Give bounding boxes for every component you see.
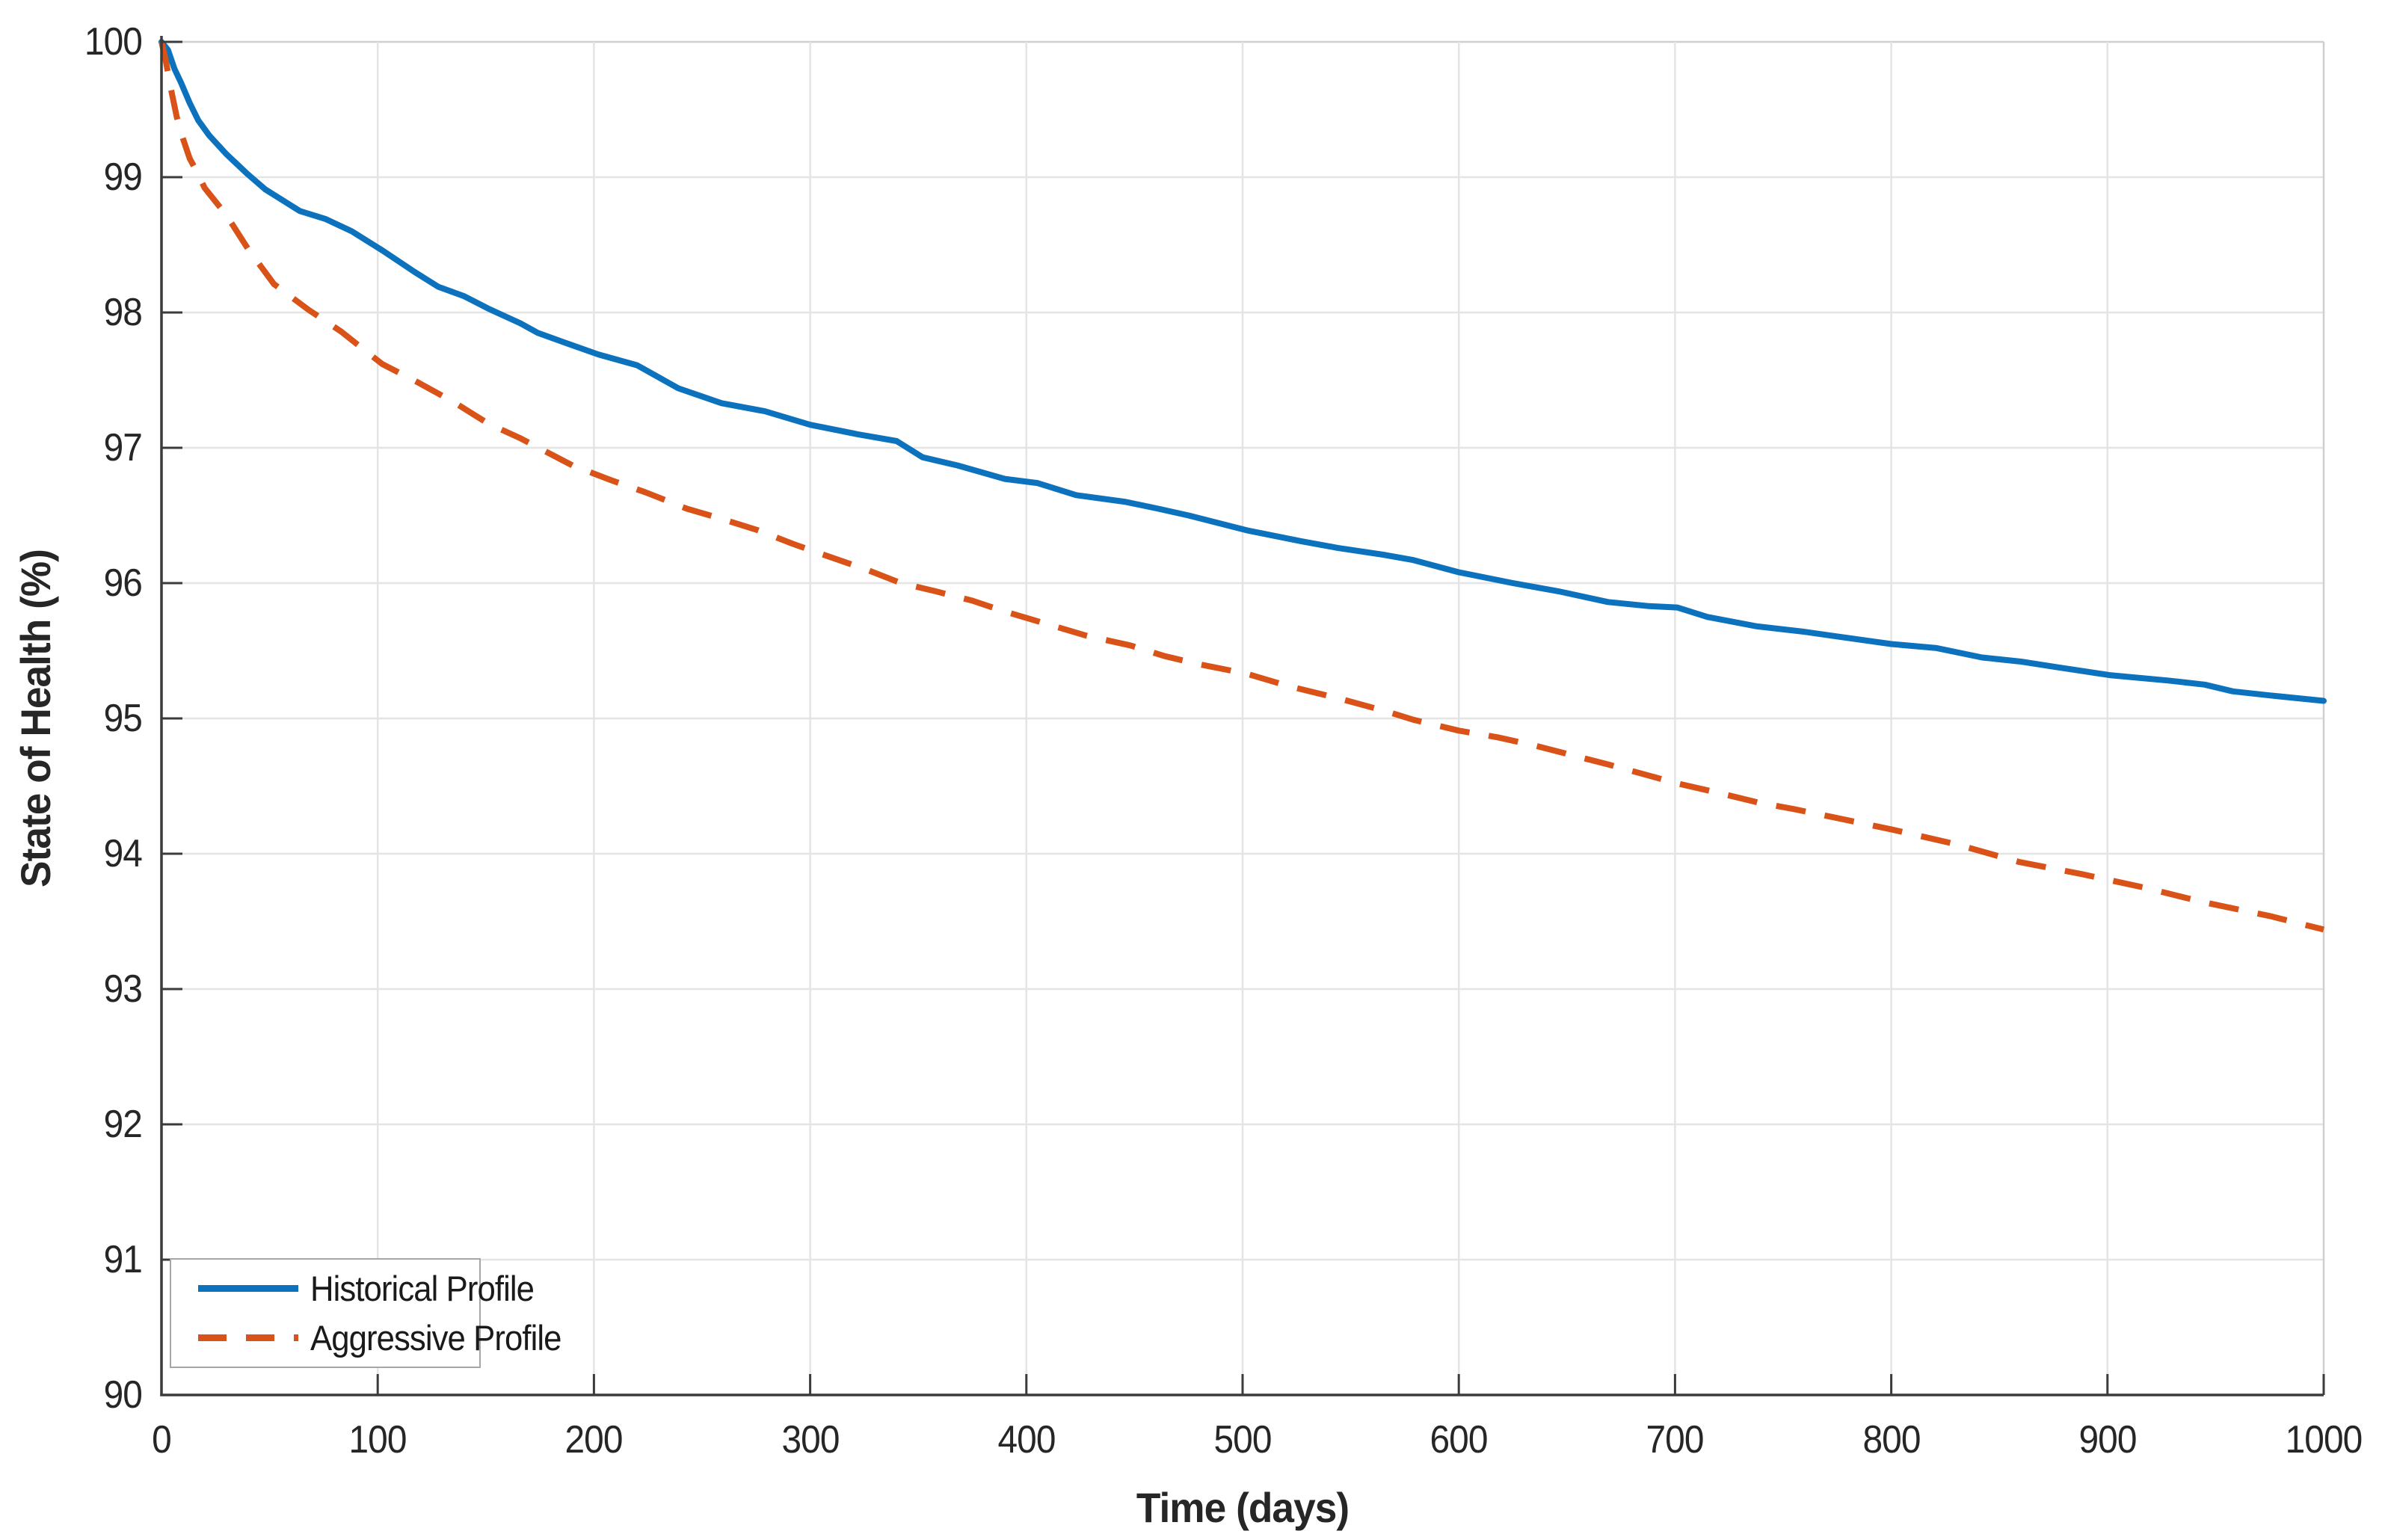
- historical-line-sample: [198, 1285, 298, 1293]
- legend: Historical Profile Aggressive Profile: [170, 1258, 561, 1368]
- x-tick-label: 0: [152, 1418, 172, 1462]
- y-tick-label: 100: [84, 20, 143, 64]
- x-tick-label: 300: [781, 1418, 840, 1462]
- aggressive-line-sample: [198, 1334, 298, 1341]
- x-axis-title: Time (days): [1136, 1484, 1350, 1531]
- x-tick-label: 200: [564, 1418, 624, 1462]
- x-tick-label: 900: [2078, 1418, 2137, 1462]
- x-tick-label: 700: [1646, 1418, 1705, 1462]
- y-tick-label: 97: [103, 426, 143, 469]
- y-tick-label: 92: [103, 1103, 143, 1146]
- y-tick-label: 94: [103, 832, 143, 875]
- y-tick-label: 93: [103, 967, 143, 1011]
- y-axis-title: State of Health (%): [12, 549, 59, 887]
- tick-marks: [160, 40, 2325, 1396]
- x-tick-label: 600: [1430, 1418, 1489, 1462]
- series-line-aggressive: [159, 41, 2324, 933]
- y-tick-label: 90: [103, 1373, 143, 1417]
- y-tick-label: 96: [103, 561, 143, 605]
- y-tick-label: 91: [103, 1238, 143, 1281]
- y-tick-label: 98: [103, 291, 143, 334]
- legend-label-aggressive: Aggressive Profile: [310, 1317, 561, 1358]
- legend-entry-aggressive: Aggressive Profile: [198, 1316, 561, 1358]
- series-line-historical: [159, 39, 2327, 704]
- x-tick-label: 1000: [2285, 1418, 2363, 1462]
- series-lines: [159, 39, 2327, 933]
- x-tick-label: 800: [1862, 1418, 1921, 1462]
- x-tick-label: 100: [348, 1418, 407, 1462]
- gridlines: [161, 40, 2325, 1395]
- legend-entry-historical: Historical Profile: [198, 1268, 535, 1310]
- legend-label-historical: Historical Profile: [310, 1269, 535, 1309]
- y-tick-label: 95: [103, 697, 143, 740]
- x-tick-label: 500: [1213, 1418, 1272, 1462]
- x-tick-label: 400: [997, 1418, 1056, 1462]
- y-tick-label: 99: [103, 155, 143, 199]
